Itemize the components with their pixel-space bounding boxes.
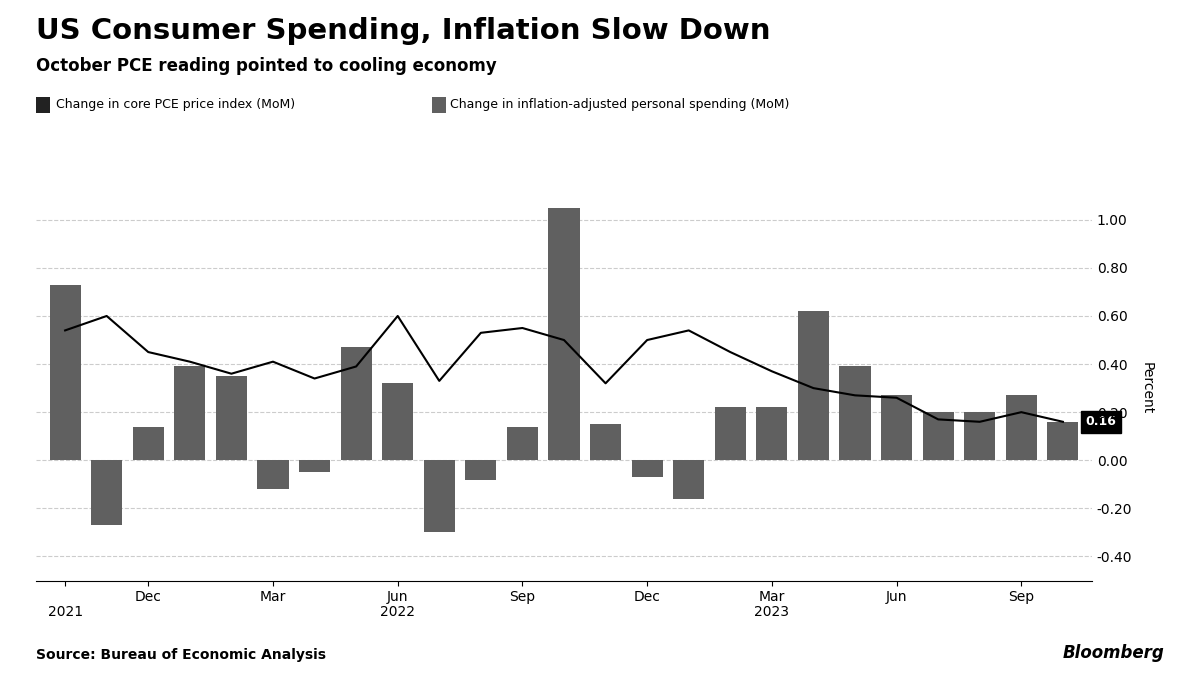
Bar [1006, 396, 1037, 460]
Bar [216, 376, 247, 460]
Bar [798, 311, 829, 460]
Text: Change in inflation-adjusted personal spending (MoM): Change in inflation-adjusted personal sp… [450, 98, 790, 111]
Text: Change in core PCE price index (MoM): Change in core PCE price index (MoM) [56, 98, 295, 111]
Bar [673, 460, 704, 499]
Bar [299, 460, 330, 472]
Bar [923, 412, 954, 460]
Text: US Consumer Spending, Inflation Slow Down: US Consumer Spending, Inflation Slow Dow… [36, 17, 770, 45]
Bar [49, 285, 80, 460]
Bar [631, 460, 662, 477]
Text: 2023: 2023 [755, 605, 790, 618]
Text: 2021: 2021 [48, 605, 83, 618]
Bar [881, 396, 912, 460]
Bar [715, 408, 746, 460]
Text: 0.16: 0.16 [1086, 415, 1117, 429]
Bar [341, 347, 372, 460]
Bar [382, 383, 413, 460]
Bar [174, 367, 205, 460]
Bar [257, 460, 288, 489]
Bar [91, 460, 122, 525]
Text: October PCE reading pointed to cooling economy: October PCE reading pointed to cooling e… [36, 57, 497, 76]
Bar [590, 424, 622, 460]
Bar [840, 367, 871, 460]
Bar [1048, 422, 1079, 460]
Bar [506, 427, 538, 460]
Y-axis label: Percent: Percent [1139, 362, 1153, 414]
Bar [756, 408, 787, 460]
Text: Bloomberg: Bloomberg [1062, 643, 1164, 662]
Bar [133, 427, 164, 460]
Bar [964, 412, 995, 460]
Text: 2022: 2022 [380, 605, 415, 618]
Bar [466, 460, 497, 479]
Bar [548, 208, 580, 460]
Bar [424, 460, 455, 533]
Text: Source: Bureau of Economic Analysis: Source: Bureau of Economic Analysis [36, 647, 326, 662]
